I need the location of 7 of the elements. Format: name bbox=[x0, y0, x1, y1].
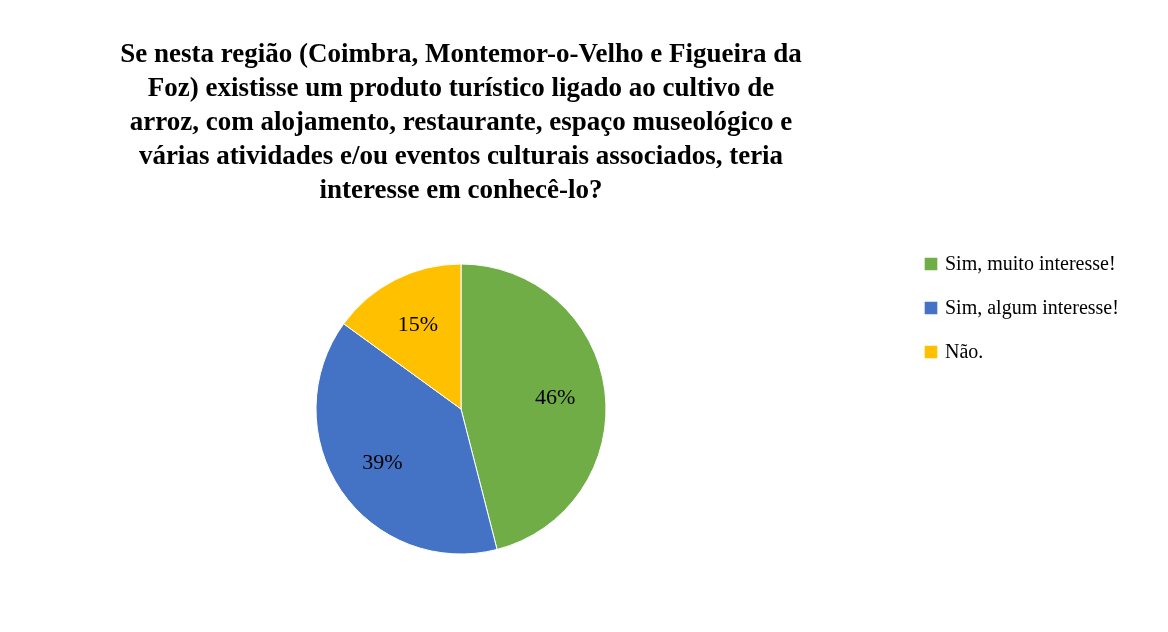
data-label: 39% bbox=[362, 449, 403, 475]
data-label: 46% bbox=[535, 384, 576, 410]
data-label: 15% bbox=[397, 311, 439, 337]
legend-label: Sim, algum interesse! bbox=[945, 296, 1119, 319]
legend-label: Sim, muito interesse! bbox=[945, 252, 1116, 274]
legend-label: Não. bbox=[945, 340, 984, 362]
chart-title: Se nesta região (Coimbra, Montemor-o-Velho e Figueira da Foz) existisse um produto turístico ligado ao cultivo de arroz, com alojamento, restaurante, espaço museológico e várias atividades e/ou eventos culturais associados, teria interesse em conhecê-lo? bbox=[120, 38, 803, 204]
